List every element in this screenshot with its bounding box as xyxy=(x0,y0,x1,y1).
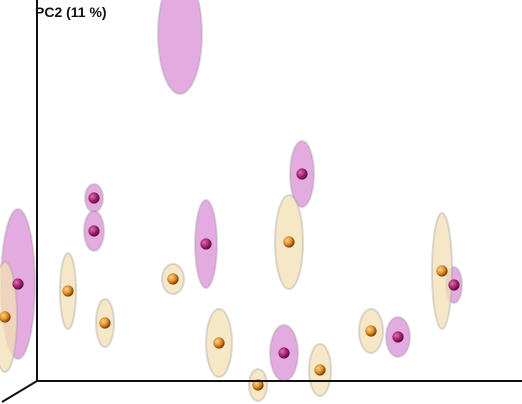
orange-point-5 xyxy=(213,337,225,349)
confidence-ellipses xyxy=(0,0,463,402)
magenta-point-3 xyxy=(296,168,308,180)
orange-point-1 xyxy=(99,317,111,329)
y-axis-label: PC2 (11 %) xyxy=(35,4,107,20)
magenta-point-7 xyxy=(448,279,460,291)
orange-point-0 xyxy=(62,285,74,297)
magenta-point-4 xyxy=(12,278,24,290)
magenta-point-0 xyxy=(88,192,100,204)
orange-point-8 xyxy=(365,325,377,337)
magenta-point-1 xyxy=(88,225,100,237)
orange-point-4 xyxy=(0,311,11,323)
magenta-point-2 xyxy=(200,238,212,250)
orange-point-6 xyxy=(314,364,326,376)
orange-point-2 xyxy=(167,273,179,285)
magenta-ellipse-8 xyxy=(157,0,203,95)
z-axis-line xyxy=(1,380,38,403)
orange-point-3 xyxy=(283,236,295,248)
data-points xyxy=(0,168,460,391)
magenta-point-6 xyxy=(392,331,404,343)
orange-point-9 xyxy=(436,265,448,277)
orange-point-7 xyxy=(252,379,264,391)
magenta-point-5 xyxy=(278,347,290,359)
